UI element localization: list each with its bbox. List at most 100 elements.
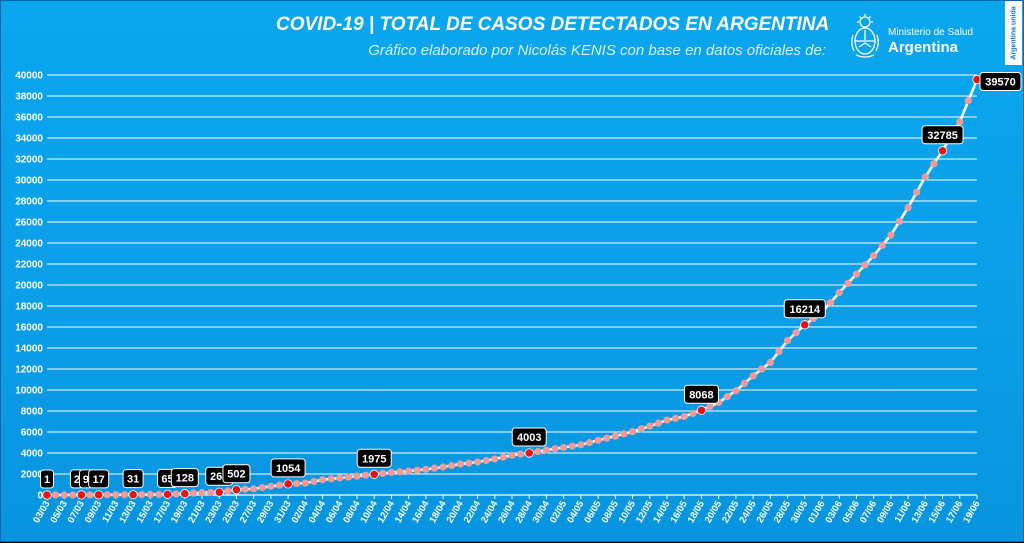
data-label-box: [783, 299, 826, 319]
highlight-point: [214, 487, 224, 497]
data-point: [740, 379, 749, 387]
highlight-point: [76, 490, 87, 500]
data-point: [60, 491, 68, 499]
y-tick-label: 12000: [15, 365, 43, 376]
highlight-point: [524, 448, 534, 458]
data-point: [766, 358, 774, 367]
data-label: 39570: [985, 77, 1016, 89]
y-tick-label: 26000: [15, 218, 43, 229]
chart-title: COVID-19 | TOTAL DE CASOS DETECTADOS EN …: [276, 14, 830, 35]
data-label-box: [356, 448, 392, 468]
data-point: [318, 476, 327, 484]
data-point: [499, 453, 507, 461]
y-tick-label: 20000: [15, 281, 43, 292]
data-point: [482, 456, 490, 465]
data-point: [267, 482, 275, 490]
data-label-box: [222, 464, 251, 484]
highlight-point: [42, 490, 52, 500]
data-label: 4003: [517, 432, 541, 444]
y-tick-label: 36000: [15, 113, 43, 124]
data-point: [198, 489, 206, 497]
highlight-point: [369, 469, 379, 479]
data-point: [861, 261, 869, 269]
data-point: [852, 270, 861, 278]
data-point: [275, 481, 284, 489]
data-point: [336, 474, 344, 482]
y-tick-label: 30000: [15, 176, 43, 187]
y-tick-label: 14000: [15, 344, 43, 355]
data-point: [396, 468, 404, 476]
data-label-box: [511, 427, 547, 447]
y-tick-label: 16000: [15, 323, 43, 334]
data-point: [542, 446, 551, 454]
data-point: [930, 160, 938, 168]
data-point: [844, 279, 852, 287]
y-tick-label: 18000: [15, 302, 43, 313]
data-point: [138, 491, 146, 499]
data-point: [465, 459, 473, 467]
data-point: [620, 430, 628, 438]
data-point: [207, 488, 215, 497]
data-point: [689, 409, 697, 417]
argentina-unida-label: Argentina unida: [1010, 6, 1017, 60]
data-point: [456, 460, 464, 468]
data-label: 128: [176, 473, 194, 485]
highlight-point: [283, 479, 293, 489]
highlight-point: [937, 146, 948, 156]
data-point: [250, 485, 258, 493]
data-point: [723, 393, 731, 401]
data-point: [628, 428, 637, 436]
highlight-point: [128, 490, 138, 500]
data-label: 16214: [789, 304, 820, 316]
data-point: [775, 347, 783, 356]
data-point: [611, 432, 619, 440]
x-tick-label: 19/06: [961, 499, 982, 525]
ministry-name: Ministerio de Salud: [888, 27, 974, 38]
x-tick-label: 09/03: [83, 499, 104, 525]
data-point: [439, 463, 447, 471]
highlight-point: [94, 490, 104, 500]
data-point: [878, 241, 886, 249]
data-point: [887, 231, 895, 239]
data-point: [172, 490, 180, 498]
data-point: [353, 472, 361, 480]
data-point: [792, 329, 800, 337]
y-tick-label: 32000: [15, 155, 43, 166]
data-label: 8068: [689, 389, 713, 401]
data-point: [413, 466, 421, 474]
data-point: [551, 445, 559, 453]
data-point: [258, 484, 266, 492]
data-point: [895, 217, 904, 225]
x-tick-label: 09/06: [875, 499, 896, 525]
y-tick-label: 10000: [15, 386, 43, 397]
data-point: [422, 465, 430, 473]
y-tick-label: 0: [37, 491, 43, 502]
data-point: [568, 442, 576, 450]
data-point: [835, 289, 843, 297]
data-point: [827, 298, 835, 307]
data-label: 9: [83, 474, 89, 486]
data-point: [387, 468, 396, 477]
y-tick-label: 40000: [15, 71, 43, 82]
data-point: [448, 461, 456, 470]
data-point: [870, 252, 878, 260]
chart-subtitle: Gráfico elaborado por Nicolás KENIS con …: [368, 42, 826, 59]
y-tick-label: 28000: [15, 197, 43, 208]
data-point: [310, 477, 318, 486]
data-label: 2: [74, 474, 80, 486]
data-point: [327, 475, 335, 483]
data-point: [344, 473, 352, 481]
data-point: [86, 491, 94, 499]
data-label-box: [40, 469, 54, 489]
data-point: [69, 491, 77, 499]
data-point: [663, 416, 671, 424]
y-tick-label: 8000: [21, 407, 44, 418]
data-point: [783, 337, 792, 345]
data-point: [921, 173, 929, 181]
data-point: [749, 372, 757, 380]
y-tick-label: 34000: [15, 134, 43, 145]
data-label: 65: [161, 473, 173, 485]
argentina-unida-tab: Argentina unida: [1005, 1, 1022, 65]
